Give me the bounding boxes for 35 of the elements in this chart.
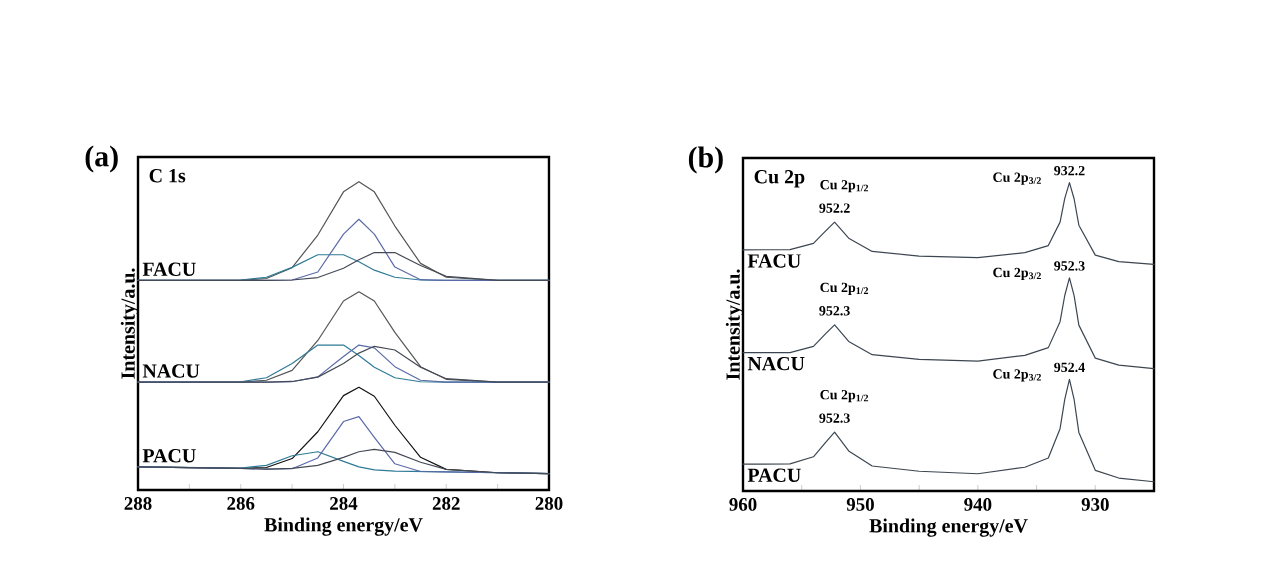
annotation: Cu 2p$_{1/2}$ <box>820 282 869 295</box>
x-tick-label: 930 <box>1081 498 1109 511</box>
annotation: Cu 2p$_{3/2}$ <box>993 369 1041 382</box>
annotation: 952.3 <box>1054 261 1085 271</box>
annotation: 952.4 <box>1054 362 1085 373</box>
annotation: Cu 2p$_{1/2}$ <box>820 390 869 403</box>
annotation: C 1s <box>149 169 186 183</box>
annotation: 952.2 <box>819 203 850 213</box>
chart-title: (b) <box>688 146 723 174</box>
x-tick-label: 950 <box>846 498 874 511</box>
x-axis-title: Binding energy/eV <box>264 517 423 536</box>
annotation: Cu 2p$_{3/2}$ <box>993 267 1041 281</box>
series-label: PACU <box>142 449 196 463</box>
x-tick-label: 940 <box>964 498 992 511</box>
annotation: Cu 2p$_{1/2}$ <box>820 180 869 193</box>
x-tick-label: 286 <box>227 497 255 510</box>
chart-title: (a) <box>85 145 118 173</box>
annotation: Cu 2p$_{3/2}$ <box>993 172 1041 185</box>
series-label: NACU <box>142 364 200 378</box>
text: 932.2 <box>1054 165 1085 176</box>
x-axis-title: Binding energy/eV <box>869 518 1028 537</box>
series-label: FACU <box>142 262 196 276</box>
y-axis-title: Intensity/a.u. <box>120 268 139 379</box>
annotation: 952.3 <box>819 306 850 316</box>
annotation: 952.3 <box>819 413 850 423</box>
x-tick-label: 284 <box>330 497 358 510</box>
y-axis-title: Intensity/a.u. <box>725 269 744 380</box>
x-tick-label: 288 <box>124 497 152 510</box>
x-tick-label: 960 <box>729 498 757 511</box>
annotation: Cu 2p <box>754 170 805 188</box>
x-tick-label: 280 <box>535 497 563 510</box>
series-label: PACU <box>747 468 801 482</box>
x-tick-label: 282 <box>432 497 460 510</box>
series-label: FACU <box>747 254 801 268</box>
series-label: NACU <box>747 356 805 371</box>
